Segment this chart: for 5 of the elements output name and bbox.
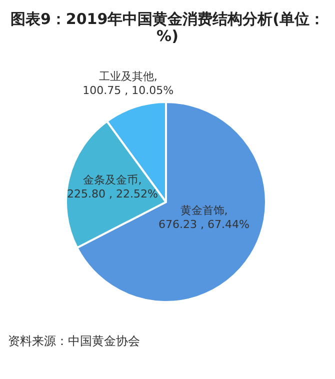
text: 资料来源：中国黄金协会 [8,334,140,348]
slice-label: 黄金首饰, 676.23 , 67.44% [158,204,250,231]
slice-label: 金条及金币, 225.80 , 22.52% [67,173,158,200]
slice-label: 工业及其他, 100.75 , 10.05% [82,70,174,98]
chart-title: 图表9：2019年中国黄金消费结构分析(单位：%) [10,10,325,45]
